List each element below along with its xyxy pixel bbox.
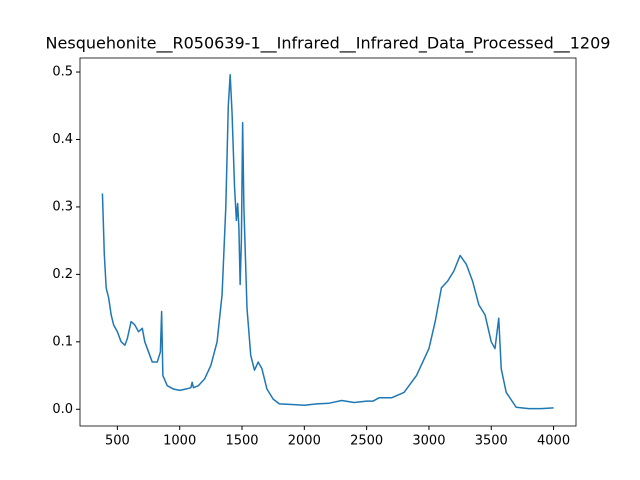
x-tick-label: 2000 <box>288 434 321 449</box>
data-line <box>101 73 554 410</box>
y-tick-label: 0.1 <box>52 334 73 349</box>
x-tick-label: 1500 <box>225 434 258 449</box>
plot-frame <box>79 57 577 427</box>
x-tick-label: 2500 <box>350 434 383 449</box>
x-tick-label: 3500 <box>475 434 508 449</box>
x-tick-label: 4000 <box>537 434 570 449</box>
x-tick-label: 3000 <box>412 434 445 449</box>
y-tick-label: 0.5 <box>52 65 73 80</box>
x-tick-label: 500 <box>105 434 130 449</box>
y-tick-label: 0.0 <box>52 402 73 417</box>
chart-title: Nesquehonite__R050639-1__Infrared__Infra… <box>46 34 611 54</box>
y-tick-label: 0.3 <box>52 199 73 214</box>
y-tick-label: 0.4 <box>52 132 73 147</box>
y-tick-label: 0.2 <box>52 267 73 282</box>
x-tick-label: 1000 <box>163 434 196 449</box>
